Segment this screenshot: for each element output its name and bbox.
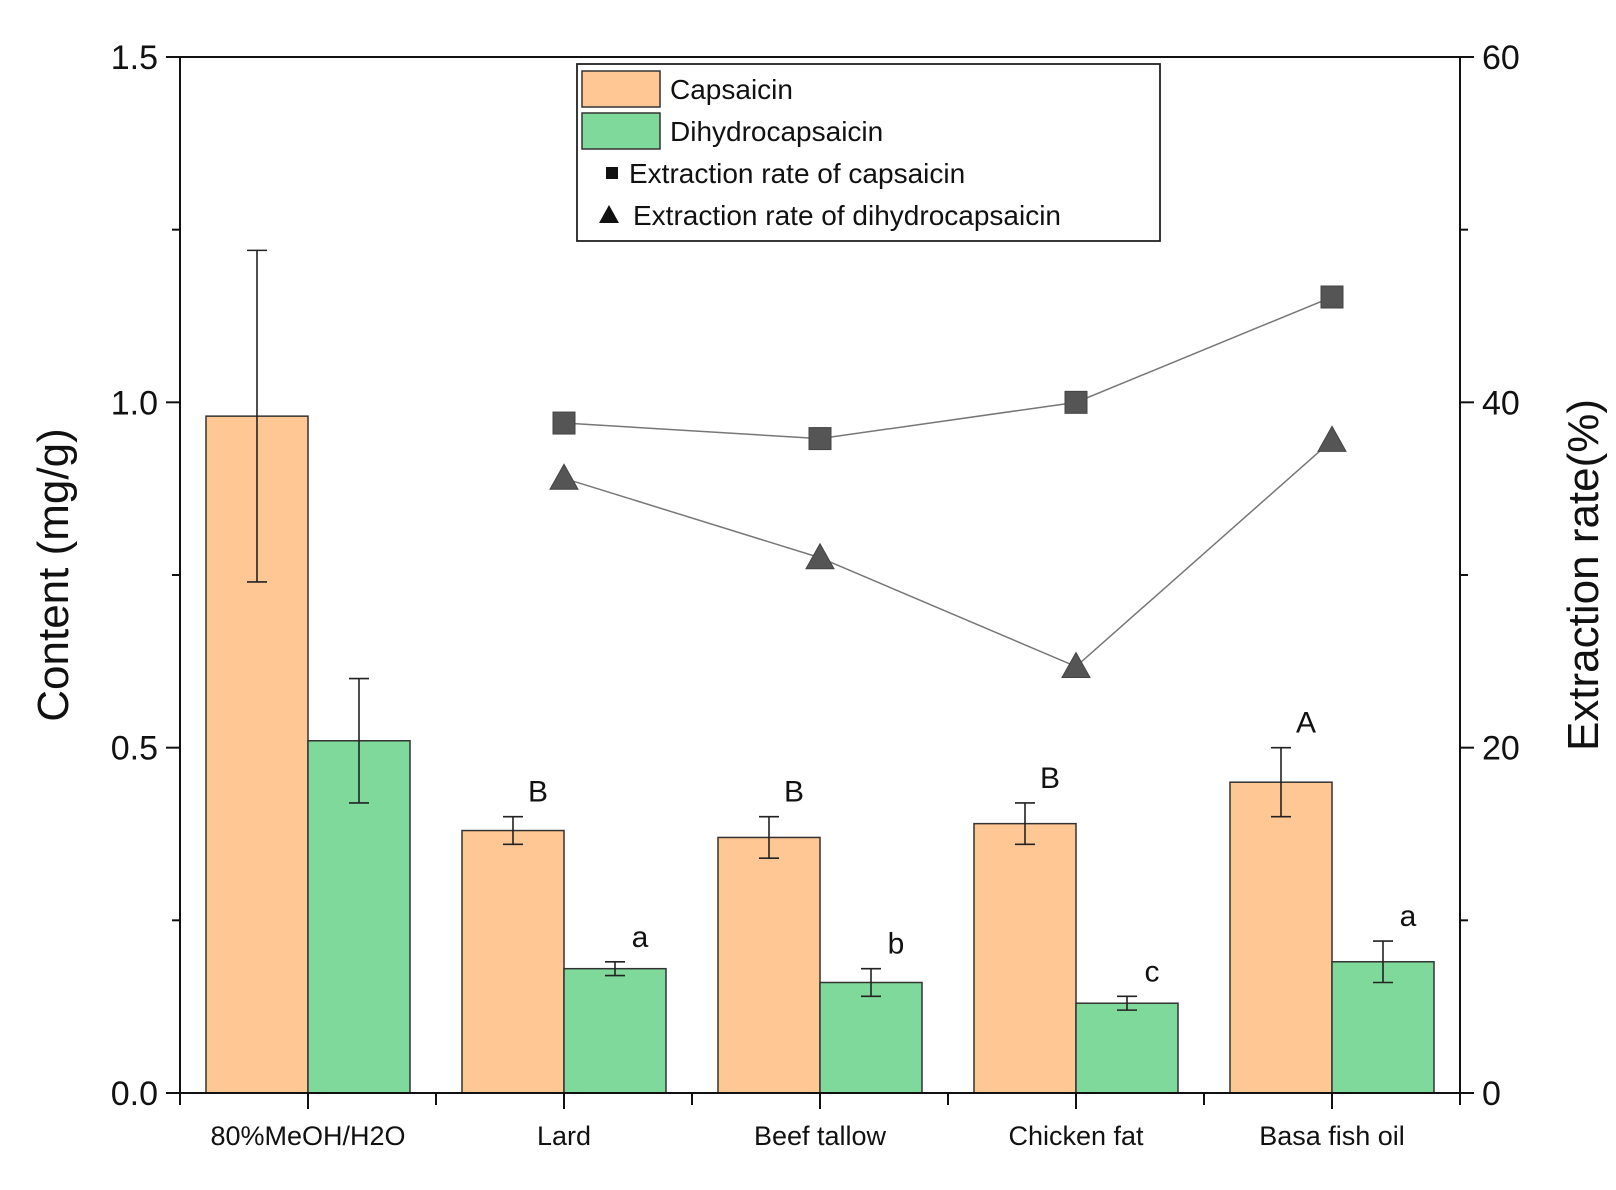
marker-triangle [805,542,835,570]
left-tick-label: 1.0 [111,384,158,422]
text-layer: B B B Aa b c a 0.0 0.5 1.0 1.5 0 20 40 60 80%MeOH/H2O La… [29,39,1608,1151]
marker-square [552,411,576,435]
legend-label-capsaicin: Capsaicin [670,74,793,105]
bar-dihydrocapsaicin-lard [563,967,667,1094]
axes-layer [166,56,1474,1109]
marker-triangle [1317,425,1347,452]
bar-dihydrocapsaicin-beef-tallow [819,981,923,1094]
bar-capsaicin-lard [461,829,565,1094]
x-tick-label: Basa fish oil [1259,1121,1405,1151]
legend-swatch-dihydrocapsaicin [581,112,661,150]
legend-label-dihydrocapsaicin: Dihydrocapsaicin [670,116,883,147]
legend-label-extraction-rate-of-capsaicin: Extraction rate of capsaicin [629,158,965,189]
bars-layer [205,415,1435,1094]
bar-dihydrocapsaicin-chicken-fat [1075,1002,1179,1094]
line-extraction-rate-of-capsaicin [563,296,1333,440]
x-tick-label: Beef tallow [754,1121,887,1151]
marker-triangle [1061,651,1091,679]
marker-square [808,427,832,451]
lines-layer [549,285,1347,679]
bar-capsaicin-beef-tallow [717,836,821,1094]
marker-square [1064,390,1088,414]
left-tick-label: 0.5 [111,730,158,768]
significance-label: b [888,928,905,961]
significance-label: a [632,921,649,954]
legend-swatch-capsaicin [581,70,661,108]
right-tick-label: 40 [1482,384,1520,422]
significance-label: B [528,776,548,809]
marker-square [1320,285,1344,309]
right-tick-label: 0 [1482,1075,1501,1113]
x-tick-label: 80%MeOH/H2O [210,1121,405,1151]
legend-label-extraction-rate-of-dihydrocapsaicin: Extraction rate of dihydrocapsaicin [633,200,1061,231]
y2-axis-title: Extraction rate(%) [1559,399,1608,751]
right-tick-label: 20 [1482,730,1520,768]
significance-label: a [1400,900,1417,933]
bar-capsaicin-basa-fish-oil [1229,781,1333,1094]
x-tick-label: Lard [537,1121,591,1151]
significance-label: c [1145,955,1160,988]
legend-box [576,63,1161,242]
legend: Capsaicin Dihydrocapsaicin Extraction rate… [576,63,1161,242]
line-extraction-rate-of-dihydrocapsaicin [563,439,1333,668]
left-tick-label: 0.0 [111,1075,158,1113]
significance-label: A [1296,707,1316,740]
significance-label: B [1040,762,1060,795]
right-tick-label: 60 [1482,39,1520,77]
legend-marker-triangle [599,205,619,223]
y-axis-title: Content (mg/g) [29,428,78,721]
significance-label: B [784,776,804,809]
left-tick-label: 1.5 [111,39,158,77]
marker-triangle [549,463,579,490]
legend-marker-square [606,167,618,179]
error-bars-layer [247,249,1393,1011]
bar-capsaicin-chicken-fat [973,822,1077,1094]
x-tick-label: Chicken fat [1008,1121,1144,1151]
